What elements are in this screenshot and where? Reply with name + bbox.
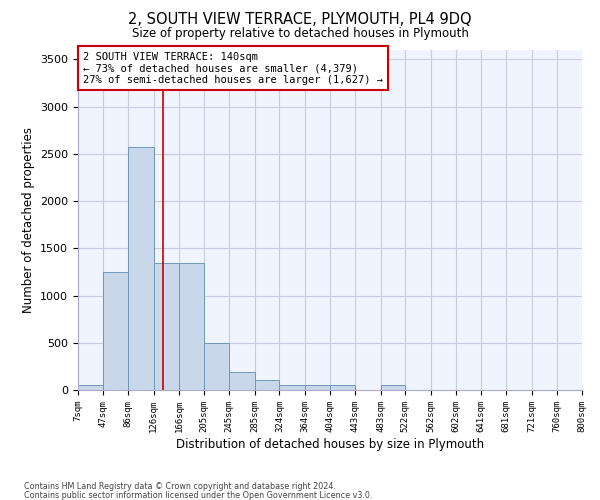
Bar [128, 148, 154, 390]
Bar [254, 380, 280, 390]
Bar [229, 372, 254, 390]
Bar [154, 264, 179, 390]
Text: 2 SOUTH VIEW TERRACE: 140sqm
← 73% of detached houses are smaller (4,379)
27% of: 2 SOUTH VIEW TERRACE: 140sqm ← 73% of de… [83, 52, 383, 85]
Text: Size of property relative to detached houses in Plymouth: Size of property relative to detached ho… [131, 28, 469, 40]
Bar [78, 386, 103, 390]
Y-axis label: Number of detached properties: Number of detached properties [22, 127, 35, 313]
Bar [179, 264, 204, 390]
Bar [331, 386, 355, 390]
Text: Contains public sector information licensed under the Open Government Licence v3: Contains public sector information licen… [24, 490, 373, 500]
Bar [280, 386, 305, 390]
Text: Contains HM Land Registry data © Crown copyright and database right 2024.: Contains HM Land Registry data © Crown c… [24, 482, 336, 491]
X-axis label: Distribution of detached houses by size in Plymouth: Distribution of detached houses by size … [176, 438, 484, 450]
Bar [305, 386, 331, 390]
Bar [204, 343, 229, 390]
Bar [103, 272, 128, 390]
Text: 2, SOUTH VIEW TERRACE, PLYMOUTH, PL4 9DQ: 2, SOUTH VIEW TERRACE, PLYMOUTH, PL4 9DQ [128, 12, 472, 28]
Bar [380, 386, 406, 390]
